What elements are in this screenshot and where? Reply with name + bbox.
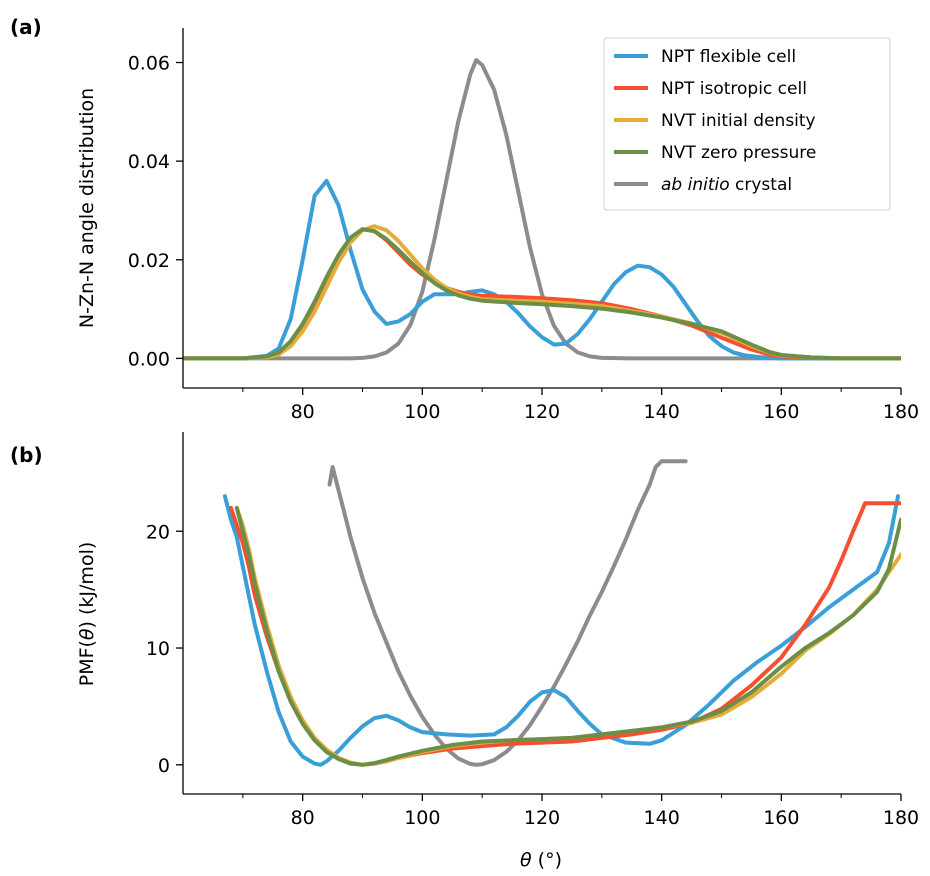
legend-label-nvt-initial: NVT initial density [661, 111, 816, 131]
panel-a-y-tick-label: 0.00 [128, 348, 170, 370]
panel-a-series-ab-initio [183, 58, 901, 361]
panel-b-series-npt-flexible [222, 494, 900, 767]
panel-b-ylabel: PMF(θ) (kJ/mol) [76, 542, 98, 687]
panel-a-plot: 80 100 120 140 160 180 0.00 0.02 0.04 0.06 N-Zn-N… [76, 28, 919, 423]
panel-b-ylabel-var: θ [76, 628, 98, 640]
panel-a-ylabel: N-Zn-N angle distribution [76, 88, 98, 328]
panel-b-xlabel: θ (°) [520, 849, 562, 871]
panel-a-axes: 80 100 120 140 160 180 0.00 0.02 0.04 0.06 [128, 28, 919, 423]
panel-b-series-ab-initio [327, 459, 688, 767]
panel-b-axes: 80 100 120 140 160 180 0 10 20 [146, 432, 919, 829]
panel-a-y-tick-label: 0.02 [128, 250, 170, 272]
panel-b-x-tick-label: 80 [291, 807, 315, 829]
panel-b-series-nvt-initial [234, 505, 901, 767]
panel-a-x-tick-label: 80 [291, 401, 315, 423]
legend-label-npt-isotropic: NPT isotropic cell [661, 79, 807, 99]
panel-a-x-tick-label: 160 [763, 401, 799, 423]
panel-b-y-tick-label: 20 [146, 521, 170, 543]
panel-b-x-tick-label: 140 [644, 807, 680, 829]
panel-a-series-npt-flexible [183, 178, 901, 361]
panel-b-y-tick-label: 0 [158, 755, 170, 777]
panel-b-xlabel-var: θ [520, 849, 532, 871]
panel-b-series-nvt-zero [234, 505, 901, 767]
panel-b-xlabel-post: (°) [532, 849, 562, 871]
panel-b-label: (b) [10, 443, 43, 467]
panel-b-x-tick-label: 100 [404, 807, 440, 829]
panel-b-ylabel-post: ) (kJ/mol) [76, 542, 98, 629]
panel-a-x-tick-label: 120 [524, 401, 560, 423]
panel-a-y-tick-label: 0.06 [128, 53, 170, 75]
panel-a-y-tick-label: 0.04 [128, 151, 170, 173]
panel-a-curves [183, 58, 901, 361]
legend-label-nvt-zero: NVT zero pressure [661, 143, 816, 163]
panel-a-x-tick-label: 140 [644, 401, 680, 423]
panel-a-x-tick-label: 100 [404, 401, 440, 423]
panel-b-curves [222, 459, 901, 767]
panel-b-y-tick-label: 10 [146, 638, 170, 660]
legend-items: NPT flexible cell NPT isotropic cell NVT i… [614, 47, 816, 195]
panel-b-ylabel-pre: PMF( [76, 640, 98, 686]
panel-b-series-npt-isotropic [228, 501, 901, 767]
legend: NPT flexible cell NPT isotropic cell NVT i… [603, 37, 891, 211]
panel-a-label: (a) [10, 15, 42, 39]
legend-label-npt-flexible: NPT flexible cell [661, 47, 796, 67]
panel-a-x-tick-label: 180 [883, 401, 919, 423]
panel-b-x-tick-label: 160 [763, 807, 799, 829]
legend-label-ab-initio: ab initio crystal [661, 175, 792, 195]
panel-b-x-tick-label: 120 [524, 807, 560, 829]
panel-a-series-nvt-zero [183, 227, 901, 361]
legend-box [603, 37, 891, 211]
panel-b-x-tick-label: 180 [883, 807, 919, 829]
